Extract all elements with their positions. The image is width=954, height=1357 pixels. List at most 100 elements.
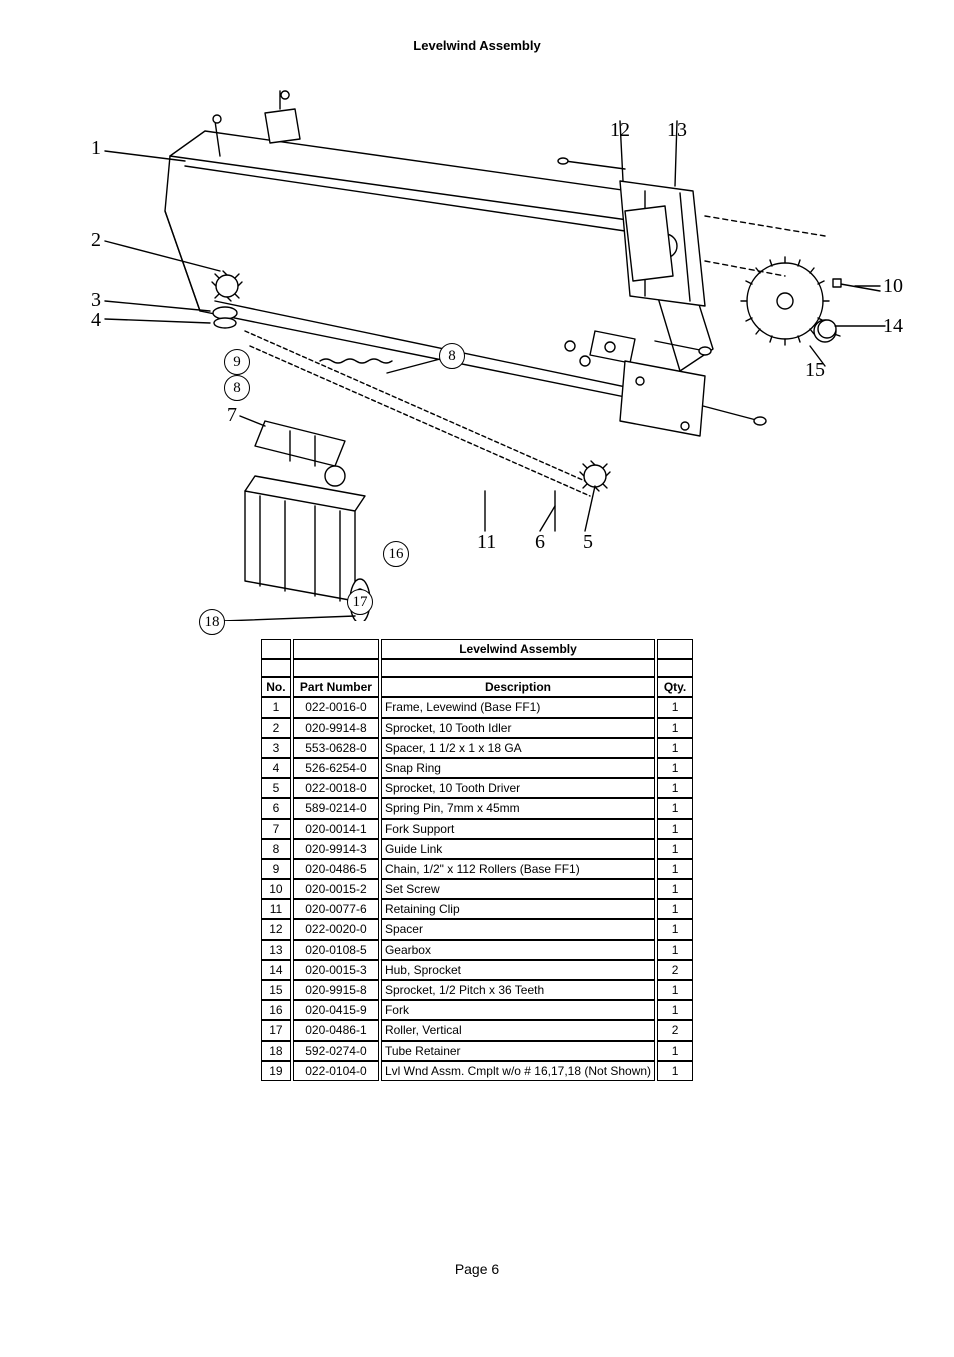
cell-no: 19 [261, 1061, 291, 1081]
cell-qty: 1 [657, 738, 693, 758]
page-number: Page 6 [0, 1261, 954, 1277]
callout-8-circled: 8 [224, 375, 250, 401]
table-title: Levelwind Assembly [381, 639, 655, 659]
table-row: 6589-0214-0Spring Pin, 7mm x 45mm1 [261, 798, 693, 818]
col-no: No. [261, 677, 291, 697]
table-header-row: No. Part Number Description Qty. [261, 677, 693, 697]
callout-17-circled: 17 [347, 589, 373, 615]
cell-no: 1 [261, 697, 291, 717]
cell-desc: Roller, Vertical [381, 1020, 655, 1040]
cell-desc: Guide Link [381, 839, 655, 859]
table-row: 7020-0014-1Fork Support1 [261, 819, 693, 839]
cell-no: 13 [261, 940, 291, 960]
table-row: 8020-9914-3Guide Link1 [261, 839, 693, 859]
cell-qty: 2 [657, 1020, 693, 1040]
table-row: 2020-9914-8Sprocket, 10 Tooth Idler1 [261, 718, 693, 738]
callout-1: 1 [91, 137, 101, 160]
cell-desc: Sprocket, 1/2 Pitch x 36 Teeth [381, 980, 655, 1000]
cell-qty: 1 [657, 980, 693, 1000]
cell-pn: 589-0214-0 [293, 798, 379, 818]
callout-6: 6 [535, 531, 545, 554]
document-page: Levelwind Assembly [0, 0, 954, 1357]
cell-qty: 1 [657, 1041, 693, 1061]
cell-desc: Snap Ring [381, 758, 655, 778]
cell-desc: Fork Support [381, 819, 655, 839]
cell-qty: 1 [657, 839, 693, 859]
cell-no: 3 [261, 738, 291, 758]
callout-5: 5 [583, 531, 593, 554]
cell-pn: 022-0018-0 [293, 778, 379, 798]
callout-11: 11 [477, 531, 496, 554]
callout-10: 10 [883, 275, 903, 298]
callout-7: 7 [227, 404, 237, 427]
cell-qty: 1 [657, 879, 693, 899]
cell-qty: 1 [657, 919, 693, 939]
cell-qty: 1 [657, 1000, 693, 1020]
cell-desc: Fork [381, 1000, 655, 1020]
cell-pn: 020-0486-5 [293, 859, 379, 879]
cell-no: 9 [261, 859, 291, 879]
table-row: 5022-0018-0Sprocket, 10 Tooth Driver1 [261, 778, 693, 798]
cell-desc: Gearbox [381, 940, 655, 960]
callout-12: 12 [610, 119, 630, 142]
exploded-diagram: 1 2 3 4 12 13 10 14 15 7 11 6 5 9 8 8 16… [65, 61, 889, 621]
cell-pn: 526-6254-0 [293, 758, 379, 778]
cell-qty: 1 [657, 697, 693, 717]
cell-no: 17 [261, 1020, 291, 1040]
cell-pn: 020-0486-1 [293, 1020, 379, 1040]
table-row: 16020-0415-9Fork1 [261, 1000, 693, 1020]
cell-qty: 1 [657, 758, 693, 778]
cell-no: 18 [261, 1041, 291, 1061]
cell-qty: 1 [657, 899, 693, 919]
cell-desc: Lvl Wnd Assm. Cmplt w/o # 16,17,18 (Not … [381, 1061, 655, 1081]
cell-no: 6 [261, 798, 291, 818]
callout-8b-circled: 8 [439, 343, 465, 369]
callout-18-circled: 18 [199, 609, 225, 635]
cell-pn: 020-0077-6 [293, 899, 379, 919]
cell-no: 12 [261, 919, 291, 939]
table-title-row: Levelwind Assembly [261, 639, 693, 659]
table-row: 3553-0628-0Spacer, 1 1/2 x 1 x 18 GA1 [261, 738, 693, 758]
table-row: 17020-0486-1Roller, Vertical2 [261, 1020, 693, 1040]
table-row: 18592-0274-0Tube Retainer1 [261, 1041, 693, 1061]
cell-qty: 1 [657, 798, 693, 818]
callout-15: 15 [805, 359, 825, 382]
cell-pn: 020-9914-8 [293, 718, 379, 738]
parts-table: Levelwind Assembly No. Part Number Descr… [259, 639, 695, 1081]
cell-no: 5 [261, 778, 291, 798]
page-title: Levelwind Assembly [0, 0, 954, 53]
cell-pn: 022-0020-0 [293, 919, 379, 939]
cell-qty: 1 [657, 778, 693, 798]
table-row: 10020-0015-2Set Screw1 [261, 879, 693, 899]
col-pn: Part Number [293, 677, 379, 697]
callout-14: 14 [883, 315, 903, 338]
callout-4: 4 [91, 309, 101, 332]
cell-desc: Sprocket, 10 Tooth Idler [381, 718, 655, 738]
cell-qty: 1 [657, 1061, 693, 1081]
table-row: 19022-0104-0Lvl Wnd Assm. Cmplt w/o # 16… [261, 1061, 693, 1081]
callout-16-circled: 16 [383, 541, 409, 567]
cell-no: 11 [261, 899, 291, 919]
cell-no: 16 [261, 1000, 291, 1020]
cell-pn: 592-0274-0 [293, 1041, 379, 1061]
cell-qty: 2 [657, 960, 693, 980]
cell-desc: Chain, 1/2" x 112 Rollers (Base FF1) [381, 859, 655, 879]
table-row: 4526-6254-0Snap Ring1 [261, 758, 693, 778]
table-row: 12022-0020-0Spacer1 [261, 919, 693, 939]
cell-desc: Spacer, 1 1/2 x 1 x 18 GA [381, 738, 655, 758]
table-row: 13020-0108-5Gearbox1 [261, 940, 693, 960]
cell-desc: Sprocket, 10 Tooth Driver [381, 778, 655, 798]
cell-no: 7 [261, 819, 291, 839]
cell-pn: 020-0015-2 [293, 879, 379, 899]
cell-no: 4 [261, 758, 291, 778]
callout-13: 13 [667, 119, 687, 142]
cell-desc: Retaining Clip [381, 899, 655, 919]
callout-9-circled: 9 [224, 349, 250, 375]
cell-qty: 1 [657, 940, 693, 960]
table-row: 14020-0015-3Hub, Sprocket2 [261, 960, 693, 980]
cell-no: 14 [261, 960, 291, 980]
cell-no: 10 [261, 879, 291, 899]
cell-desc: Set Screw [381, 879, 655, 899]
cell-pn: 020-0108-5 [293, 940, 379, 960]
cell-desc: Spacer [381, 919, 655, 939]
